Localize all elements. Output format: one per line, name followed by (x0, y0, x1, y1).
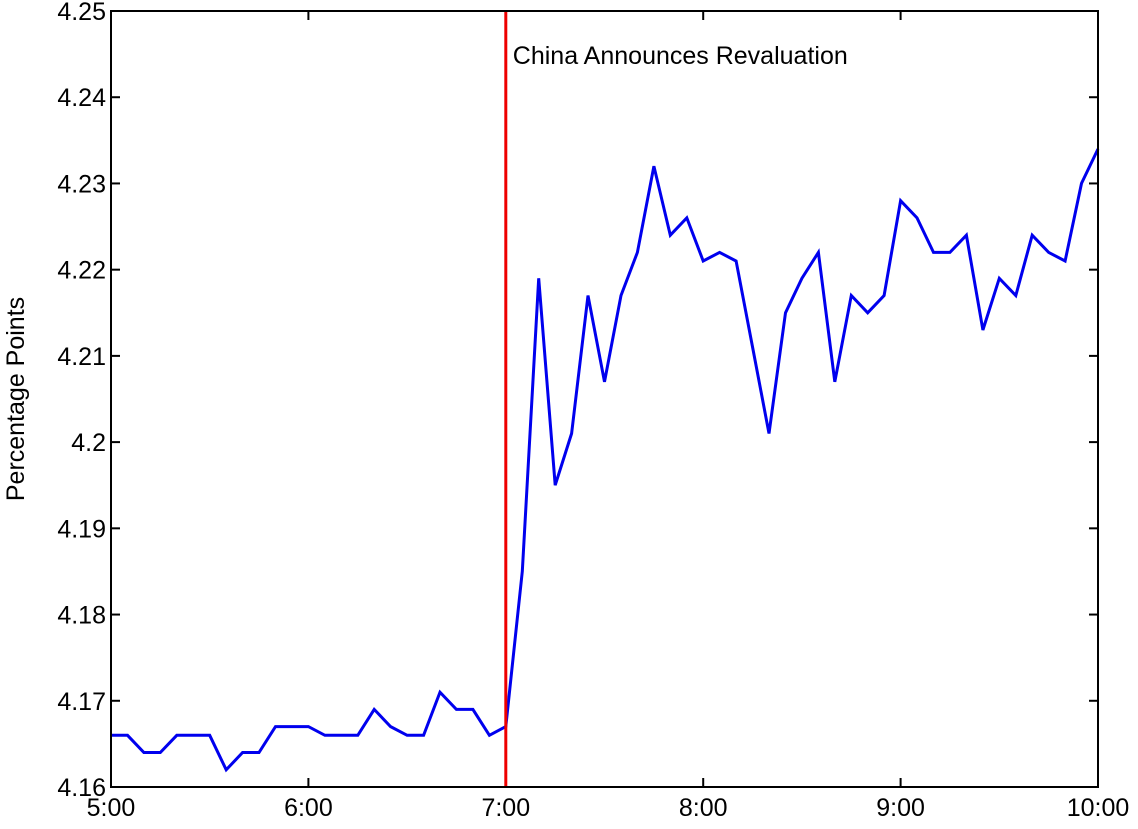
series-layer (111, 148, 1100, 773)
series-line (111, 148, 1100, 773)
y-tick-label: 4.24 (57, 84, 106, 112)
y-tick-label: 4.17 (57, 688, 106, 716)
x-tick-label: 9:00 (876, 794, 925, 822)
x-tick-label: 8:00 (679, 794, 728, 822)
axis-tick-labels: 5:00 6:00 7:00 8:00 9:00 10:00 4.16 4.17 4.18 4.1… (57, 0, 1129, 822)
x-tick-label: 5:00 (87, 794, 136, 822)
y-tick-label: 4.19 (57, 515, 106, 543)
plot-frame (110, 10, 1099, 788)
y-tick-label: 4.23 (57, 170, 106, 198)
x-tick-label: 10:00 (1067, 794, 1130, 822)
y-tick-label: 4.25 (57, 0, 106, 26)
axis-ticks (110, 10, 1099, 788)
y-tick-label: 4.18 (57, 602, 106, 630)
x-tick-label: 7:00 (481, 794, 530, 822)
x-tick-label: 6:00 (284, 794, 333, 822)
y-tick-label: 4.21 (57, 343, 106, 371)
y-axis-label: Percentage Points (2, 297, 30, 501)
event-annotation: China Announces Revaluation (513, 42, 848, 70)
y-tick-label: 4.16 (57, 774, 106, 802)
y-tick-label: 4.2 (71, 429, 106, 457)
y-tick-label: 4.22 (57, 257, 106, 285)
